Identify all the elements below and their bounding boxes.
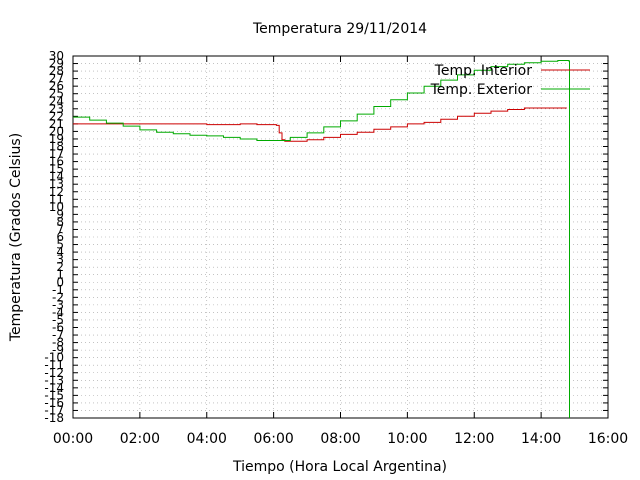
- y-tick-label: -6: [52, 321, 64, 335]
- y-tick-label: 13: [49, 177, 64, 191]
- y-tick-label: -9: [52, 343, 64, 357]
- y-tick-label: 7: [56, 222, 64, 236]
- y-tick-label: 22: [49, 109, 64, 123]
- y-tick-label: 9: [56, 207, 64, 221]
- y-tick-label: 5: [56, 238, 64, 252]
- x-axis-ticks: 00:00 02:00 04:00 06:00 08:00 10:00 12:00 14:00…: [53, 56, 628, 447]
- y-tick-label: -14: [44, 381, 64, 395]
- series-line-interior: [73, 107, 567, 142]
- y-axis-ticks: -18-17-16-15-14-13-12-11-10-9-8-7-6-5-4-…: [44, 49, 608, 425]
- series-line-exterior: [73, 60, 570, 418]
- y-tick-label: -2: [52, 290, 64, 304]
- y-tick-label: 12: [49, 185, 64, 199]
- y-tick-label: -16: [44, 396, 64, 410]
- legend-label-interior: Temp. Interior: [434, 63, 533, 79]
- y-tick-label: 18: [49, 140, 64, 154]
- y-tick-label: 27: [49, 72, 64, 86]
- y-tick-label: 11: [49, 192, 64, 206]
- y-tick-label: -13: [44, 373, 64, 387]
- y-tick-label: 23: [49, 102, 64, 116]
- y-tick-label: 29: [49, 57, 64, 71]
- x-tick-label: 08:00: [320, 431, 360, 447]
- y-tick-label: 0: [56, 275, 64, 289]
- y-tick-label: -15: [44, 388, 64, 402]
- y-tick-label: -3: [52, 298, 64, 312]
- y-tick-label: 16: [49, 155, 64, 169]
- x-tick-label: 00:00: [53, 431, 93, 447]
- x-tick-label: 14:00: [521, 431, 561, 447]
- y-tick-label: -1: [52, 283, 64, 297]
- x-axis-label: Tiempo (Hora Local Argentina): [232, 459, 447, 475]
- y-tick-label: 8: [56, 215, 64, 229]
- y-tick-label: 28: [49, 64, 64, 78]
- y-tick-label: 2: [56, 260, 64, 274]
- y-tick-label: 21: [49, 117, 64, 131]
- chart-title: Temperatura 29/11/2014: [252, 21, 427, 37]
- y-tick-label: -10: [44, 351, 64, 365]
- y-tick-label: 3: [56, 253, 64, 267]
- x-tick-label: 10:00: [387, 431, 427, 447]
- y-tick-label: -7: [52, 328, 64, 342]
- y-tick-label: -5: [52, 313, 64, 327]
- series-lines: [73, 60, 570, 418]
- y-tick-label: 25: [49, 87, 64, 101]
- y-tick-label: 15: [49, 162, 64, 176]
- y-tick-label: -4: [52, 305, 64, 319]
- y-tick-label: -12: [44, 366, 64, 380]
- y-tick-label: 19: [49, 132, 64, 146]
- grid-lines: [72, 55, 609, 419]
- y-tick-label: 30: [49, 49, 64, 63]
- x-tick-label: 06:00: [253, 431, 293, 447]
- x-tick-label: 04:00: [187, 431, 227, 447]
- x-tick-label: 16:00: [588, 431, 628, 447]
- legend-label-exterior: Temp. Exterior: [430, 82, 533, 98]
- x-tick-label: 02:00: [120, 431, 160, 447]
- y-tick-label: 20: [49, 124, 64, 138]
- y-tick-label: 24: [49, 94, 64, 108]
- y-axis-label: Temperatura (Grados Celsius): [8, 133, 24, 342]
- y-tick-label: 1: [56, 268, 64, 282]
- y-tick-label: -8: [52, 336, 64, 350]
- y-tick-label: -18: [44, 411, 64, 425]
- y-tick-label: 26: [49, 79, 64, 93]
- y-tick-label: 6: [56, 230, 64, 244]
- y-tick-label: 17: [49, 147, 64, 161]
- x-tick-label: 12:00: [454, 431, 494, 447]
- legend: Temp. Interior Temp. Exterior: [430, 63, 590, 98]
- y-tick-label: 14: [49, 170, 64, 184]
- y-tick-label: -11: [44, 358, 64, 372]
- y-tick-label: 4: [56, 245, 64, 259]
- y-tick-label: 10: [49, 200, 64, 214]
- y-tick-label: -17: [44, 403, 64, 417]
